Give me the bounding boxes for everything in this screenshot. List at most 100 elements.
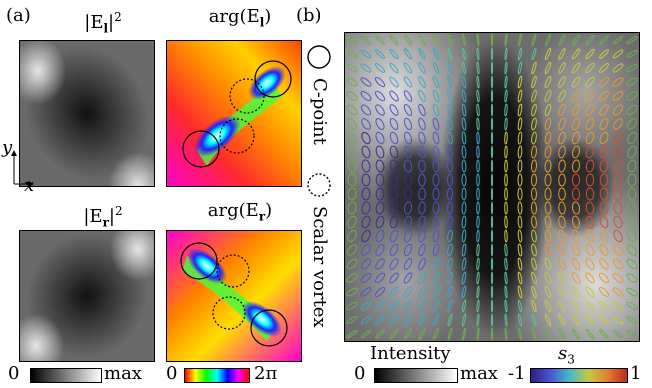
polarization-ellipse bbox=[626, 315, 638, 325]
polarization-ellipse bbox=[504, 229, 508, 243]
polarization-ellipse bbox=[531, 299, 537, 313]
polarization-ellipse bbox=[599, 104, 609, 116]
polarization-ellipse bbox=[447, 117, 453, 131]
polarization-ellipse bbox=[544, 117, 552, 131]
polarization-ellipse bbox=[585, 272, 595, 284]
polarization-ellipse bbox=[375, 104, 385, 116]
polarization-ellipse bbox=[612, 104, 624, 116]
polarization-ellipse bbox=[517, 215, 523, 229]
polarization-ellipse bbox=[361, 201, 371, 215]
polarization-ellipse bbox=[627, 159, 637, 173]
polarization-ellipse bbox=[447, 285, 453, 299]
polarization-ellipse bbox=[447, 327, 453, 341]
scalar-vortex-legend-icon bbox=[306, 172, 332, 198]
polarization-ellipse bbox=[585, 258, 595, 270]
intensity-colorbar-a bbox=[30, 368, 102, 383]
polarization-ellipse bbox=[490, 159, 494, 173]
polarization-ellipse bbox=[558, 229, 566, 243]
polarization-ellipse bbox=[447, 61, 453, 75]
polarization-ellipse bbox=[447, 313, 453, 327]
polarization-ellipse bbox=[476, 47, 480, 61]
polarization-ellipse bbox=[531, 33, 537, 47]
polarization-ellipse bbox=[558, 215, 566, 229]
scalar-vortex-legend-label: Scalar vortex bbox=[309, 206, 330, 328]
polarization-ellipse bbox=[361, 131, 371, 145]
polarization-ellipse bbox=[517, 201, 523, 215]
polarization-ellipse bbox=[490, 117, 494, 131]
polarization-ellipse bbox=[361, 173, 371, 187]
polarization-ellipse bbox=[389, 48, 399, 60]
polarization-ellipse bbox=[389, 286, 399, 298]
polarization-ellipse bbox=[375, 35, 385, 45]
polarization-ellipse bbox=[432, 201, 440, 215]
polarization-ellipse bbox=[447, 131, 453, 145]
polarization-ellipse bbox=[418, 145, 426, 159]
axis-y-label: y bbox=[2, 137, 13, 158]
polarization-ellipse bbox=[447, 229, 453, 243]
polarization-ellipse bbox=[571, 34, 581, 46]
polarization-ellipse bbox=[461, 131, 467, 145]
polarization-ellipse bbox=[447, 215, 453, 229]
polarization-ellipse bbox=[461, 117, 467, 131]
polarization-ellipse bbox=[374, 301, 386, 311]
polarization-ellipse bbox=[446, 187, 454, 201]
polarization-ellipse bbox=[544, 243, 552, 257]
polarization-ellipse bbox=[518, 327, 522, 341]
polarization-ellipse bbox=[626, 49, 638, 59]
polarization-ellipse bbox=[504, 327, 508, 341]
s3-label: s3 bbox=[558, 343, 575, 367]
polarization-ellipse bbox=[544, 145, 552, 159]
polarization-ellipse bbox=[558, 103, 566, 117]
polarization-ellipse bbox=[432, 215, 440, 229]
polarization-ellipse bbox=[446, 159, 454, 173]
polarization-ellipse bbox=[403, 104, 413, 116]
polarization-ellipse bbox=[585, 201, 595, 215]
polarization-ellipse bbox=[476, 243, 480, 257]
polarization-ellipse bbox=[558, 201, 566, 215]
polarization-ellipse bbox=[447, 75, 453, 89]
polarization-ellipse bbox=[490, 47, 494, 61]
polarization-ellipse bbox=[530, 159, 538, 173]
polarization-ellipse bbox=[447, 89, 453, 103]
polarization-ellipse bbox=[476, 271, 480, 285]
polarization-ellipse bbox=[544, 33, 552, 47]
polarization-ellipse bbox=[347, 173, 357, 187]
polarization-ellipse bbox=[585, 243, 595, 257]
polarization-ellipse bbox=[517, 47, 523, 61]
polarization-ellipse bbox=[571, 258, 581, 270]
polarization-ellipse bbox=[598, 301, 610, 311]
polarization-ellipse bbox=[544, 201, 552, 215]
polarization-ellipse bbox=[572, 145, 580, 159]
polarization-ellipse bbox=[346, 118, 358, 130]
polarization-ellipse bbox=[517, 89, 523, 103]
polarization-ellipse bbox=[461, 61, 467, 75]
polarization-ellipse bbox=[461, 47, 467, 61]
polarization-ellipse bbox=[346, 244, 358, 256]
polarization-ellipse bbox=[346, 49, 358, 59]
polarization-ellipse bbox=[504, 117, 508, 131]
polarization-ellipse bbox=[447, 243, 453, 257]
polarization-ellipse bbox=[585, 90, 595, 102]
polarization-ellipse bbox=[558, 314, 566, 326]
polarization-ellipse bbox=[389, 328, 399, 340]
polarization-ellipse bbox=[490, 285, 494, 299]
polarization-ellipse bbox=[432, 229, 440, 243]
polarization-ellipse bbox=[418, 117, 426, 131]
polarization-ellipse bbox=[612, 91, 624, 101]
polarization-ellipse bbox=[544, 103, 552, 117]
polarization-ellipse bbox=[360, 77, 372, 87]
polarization-ellipse bbox=[418, 76, 426, 88]
polarization-ellipse bbox=[504, 285, 508, 299]
polarization-ellipse bbox=[571, 328, 581, 340]
polarization-ellipse bbox=[375, 229, 385, 243]
polarization-ellipse bbox=[418, 187, 426, 201]
polarization-ellipse bbox=[418, 257, 426, 271]
polarization-ellipse bbox=[612, 301, 624, 311]
polarization-ellipse bbox=[361, 215, 371, 229]
polarization-ellipse bbox=[375, 145, 385, 159]
polarization-ellipse bbox=[403, 173, 413, 187]
polarization-ellipse bbox=[418, 286, 426, 298]
polarization-ellipse bbox=[598, 63, 610, 73]
polarization-ellipse bbox=[374, 286, 386, 298]
polarization-ellipse bbox=[432, 131, 440, 145]
